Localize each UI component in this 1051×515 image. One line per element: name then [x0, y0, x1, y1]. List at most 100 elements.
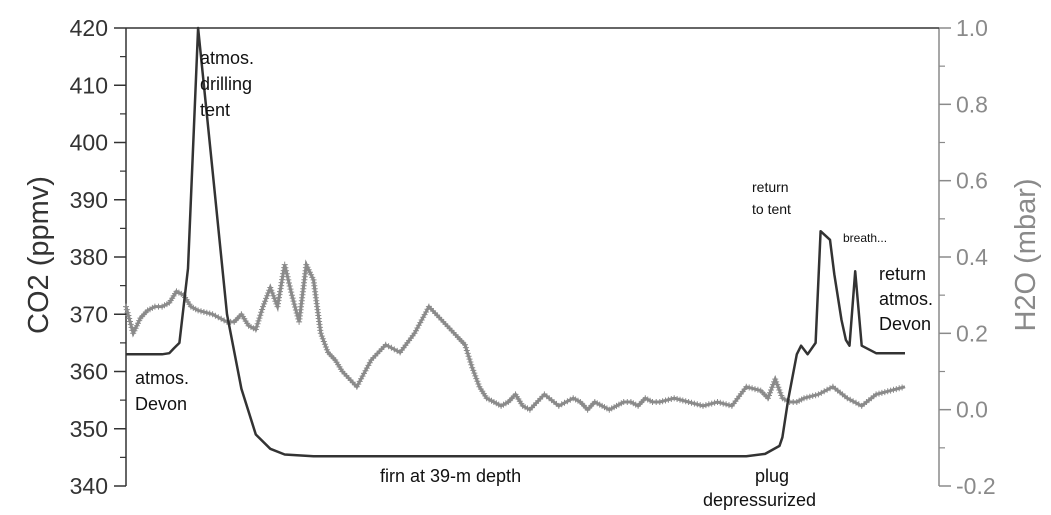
- h2o-point: [671, 395, 678, 402]
- h2o-point: [778, 392, 785, 399]
- left-axis-ticks: 340 350 360 370 380 390 400 410 420: [70, 15, 126, 499]
- h2o-point: [127, 318, 133, 325]
- h2o-point: [289, 295, 296, 302]
- h2o-point: [893, 386, 900, 393]
- h2o-point: [702, 402, 709, 409]
- h2o-point: [769, 384, 776, 391]
- h2o-point: [896, 385, 903, 392]
- annotation-plug-line1: plug: [755, 466, 789, 486]
- h2o-point: [685, 399, 692, 405]
- h2o-point: [754, 386, 761, 393]
- h2o-point: [290, 298, 297, 305]
- h2o-point: [743, 383, 750, 390]
- h2o-point: [878, 389, 885, 396]
- h2o-point: [668, 396, 675, 402]
- h2o-point: [135, 320, 141, 327]
- left-tick-label: 370: [70, 301, 108, 327]
- left-tick-label: 390: [70, 187, 108, 213]
- right-tick-label: 1.0: [956, 15, 988, 41]
- annotation-plug: plug depressurized: [703, 466, 816, 510]
- right-tick-label: 0.0: [956, 397, 988, 423]
- h2o-point: [679, 397, 686, 404]
- h2o-point: [471, 370, 478, 377]
- left-tick-label: 400: [70, 130, 108, 156]
- h2o-point: [470, 367, 477, 374]
- right-axis-ticks: -0.2 0.0 0.2 0.4 0.6 0.8 1.0: [939, 15, 996, 499]
- h2o-point: [123, 303, 129, 310]
- h2o-point: [677, 396, 683, 403]
- left-tick-label: 360: [70, 359, 108, 385]
- h2o-point: [269, 290, 276, 296]
- h2o-point: [711, 399, 718, 406]
- h2o-point: [261, 300, 268, 307]
- h2o-point: [691, 400, 698, 407]
- right-tick-label: 0.4: [956, 244, 988, 270]
- h2o-point: [806, 393, 813, 400]
- h2o-point: [355, 381, 362, 388]
- h2o-point: [876, 390, 882, 397]
- h2o-point: [260, 303, 266, 310]
- h2o-point: [366, 359, 373, 366]
- h2o-point: [466, 356, 473, 363]
- annotation-return-devon-line3: Devon: [879, 314, 931, 334]
- h2o-point: [264, 292, 271, 299]
- h2o-point: [317, 330, 324, 337]
- h2o-point: [462, 341, 468, 348]
- annotation-drilling-tent-line3: tent: [200, 100, 230, 120]
- h2o-point: [674, 396, 681, 402]
- annotation-return-devon: return atmos. Devon: [879, 264, 938, 334]
- annotation-return-devon-line1: return: [879, 264, 926, 284]
- h2o-point: [200, 309, 207, 315]
- h2o-point: [890, 386, 897, 393]
- h2o-point: [356, 378, 363, 385]
- annotation-drilling-tent: atmos. drilling tent: [200, 48, 259, 120]
- h2o-point: [469, 364, 476, 371]
- h2o-point: [259, 306, 266, 313]
- h2o-point: [252, 326, 259, 333]
- h2o-point: [359, 373, 366, 380]
- h2o-point: [766, 392, 772, 399]
- h2o-point: [322, 344, 329, 350]
- right-tick-label: 0.2: [956, 320, 988, 346]
- h2o-point: [318, 333, 325, 340]
- h2o-point: [254, 320, 261, 327]
- h2o-point: [283, 267, 290, 274]
- co2-series: [126, 26, 905, 458]
- h2o-point: [746, 384, 753, 391]
- h2o-point: [257, 312, 264, 319]
- h2o-point: [777, 389, 784, 396]
- h2o-point: [258, 309, 265, 316]
- h2o-point: [803, 394, 810, 401]
- h2o-point: [287, 286, 294, 293]
- h2o-point: [267, 284, 274, 291]
- h2o-point: [126, 315, 133, 322]
- h2o-point: [262, 298, 269, 305]
- h2o-point: [726, 402, 732, 409]
- h2o-point: [899, 384, 906, 391]
- h2o-point: [881, 389, 888, 396]
- annotation-drilling-tent-line2: drilling: [200, 74, 252, 94]
- h2o-point: [749, 385, 756, 392]
- h2o-point: [472, 372, 479, 379]
- annotation-breath: breath...: [843, 231, 887, 245]
- h2o-point: [723, 401, 730, 408]
- h2o-point: [305, 266, 312, 273]
- h2o-line: [124, 259, 906, 412]
- h2o-point: [467, 359, 474, 365]
- h2o-point: [124, 309, 131, 316]
- h2o-point: [125, 312, 132, 319]
- annotation-drilling-tent-line1: atmos.: [200, 48, 254, 68]
- h2o-point: [475, 381, 482, 387]
- h2o-point: [253, 323, 260, 330]
- h2o-point: [700, 402, 706, 409]
- annotation-atmos-devon: atmos. Devon: [135, 368, 194, 414]
- annotation-plug-line2: depressurized: [703, 490, 816, 510]
- h2o-point: [714, 399, 721, 405]
- h2o-point: [464, 350, 471, 357]
- left-tick-label: 340: [70, 473, 108, 499]
- h2o-point: [319, 335, 326, 342]
- h2o-point: [286, 283, 293, 289]
- h2o-point: [468, 361, 475, 368]
- right-tick-label: 0.6: [956, 168, 988, 194]
